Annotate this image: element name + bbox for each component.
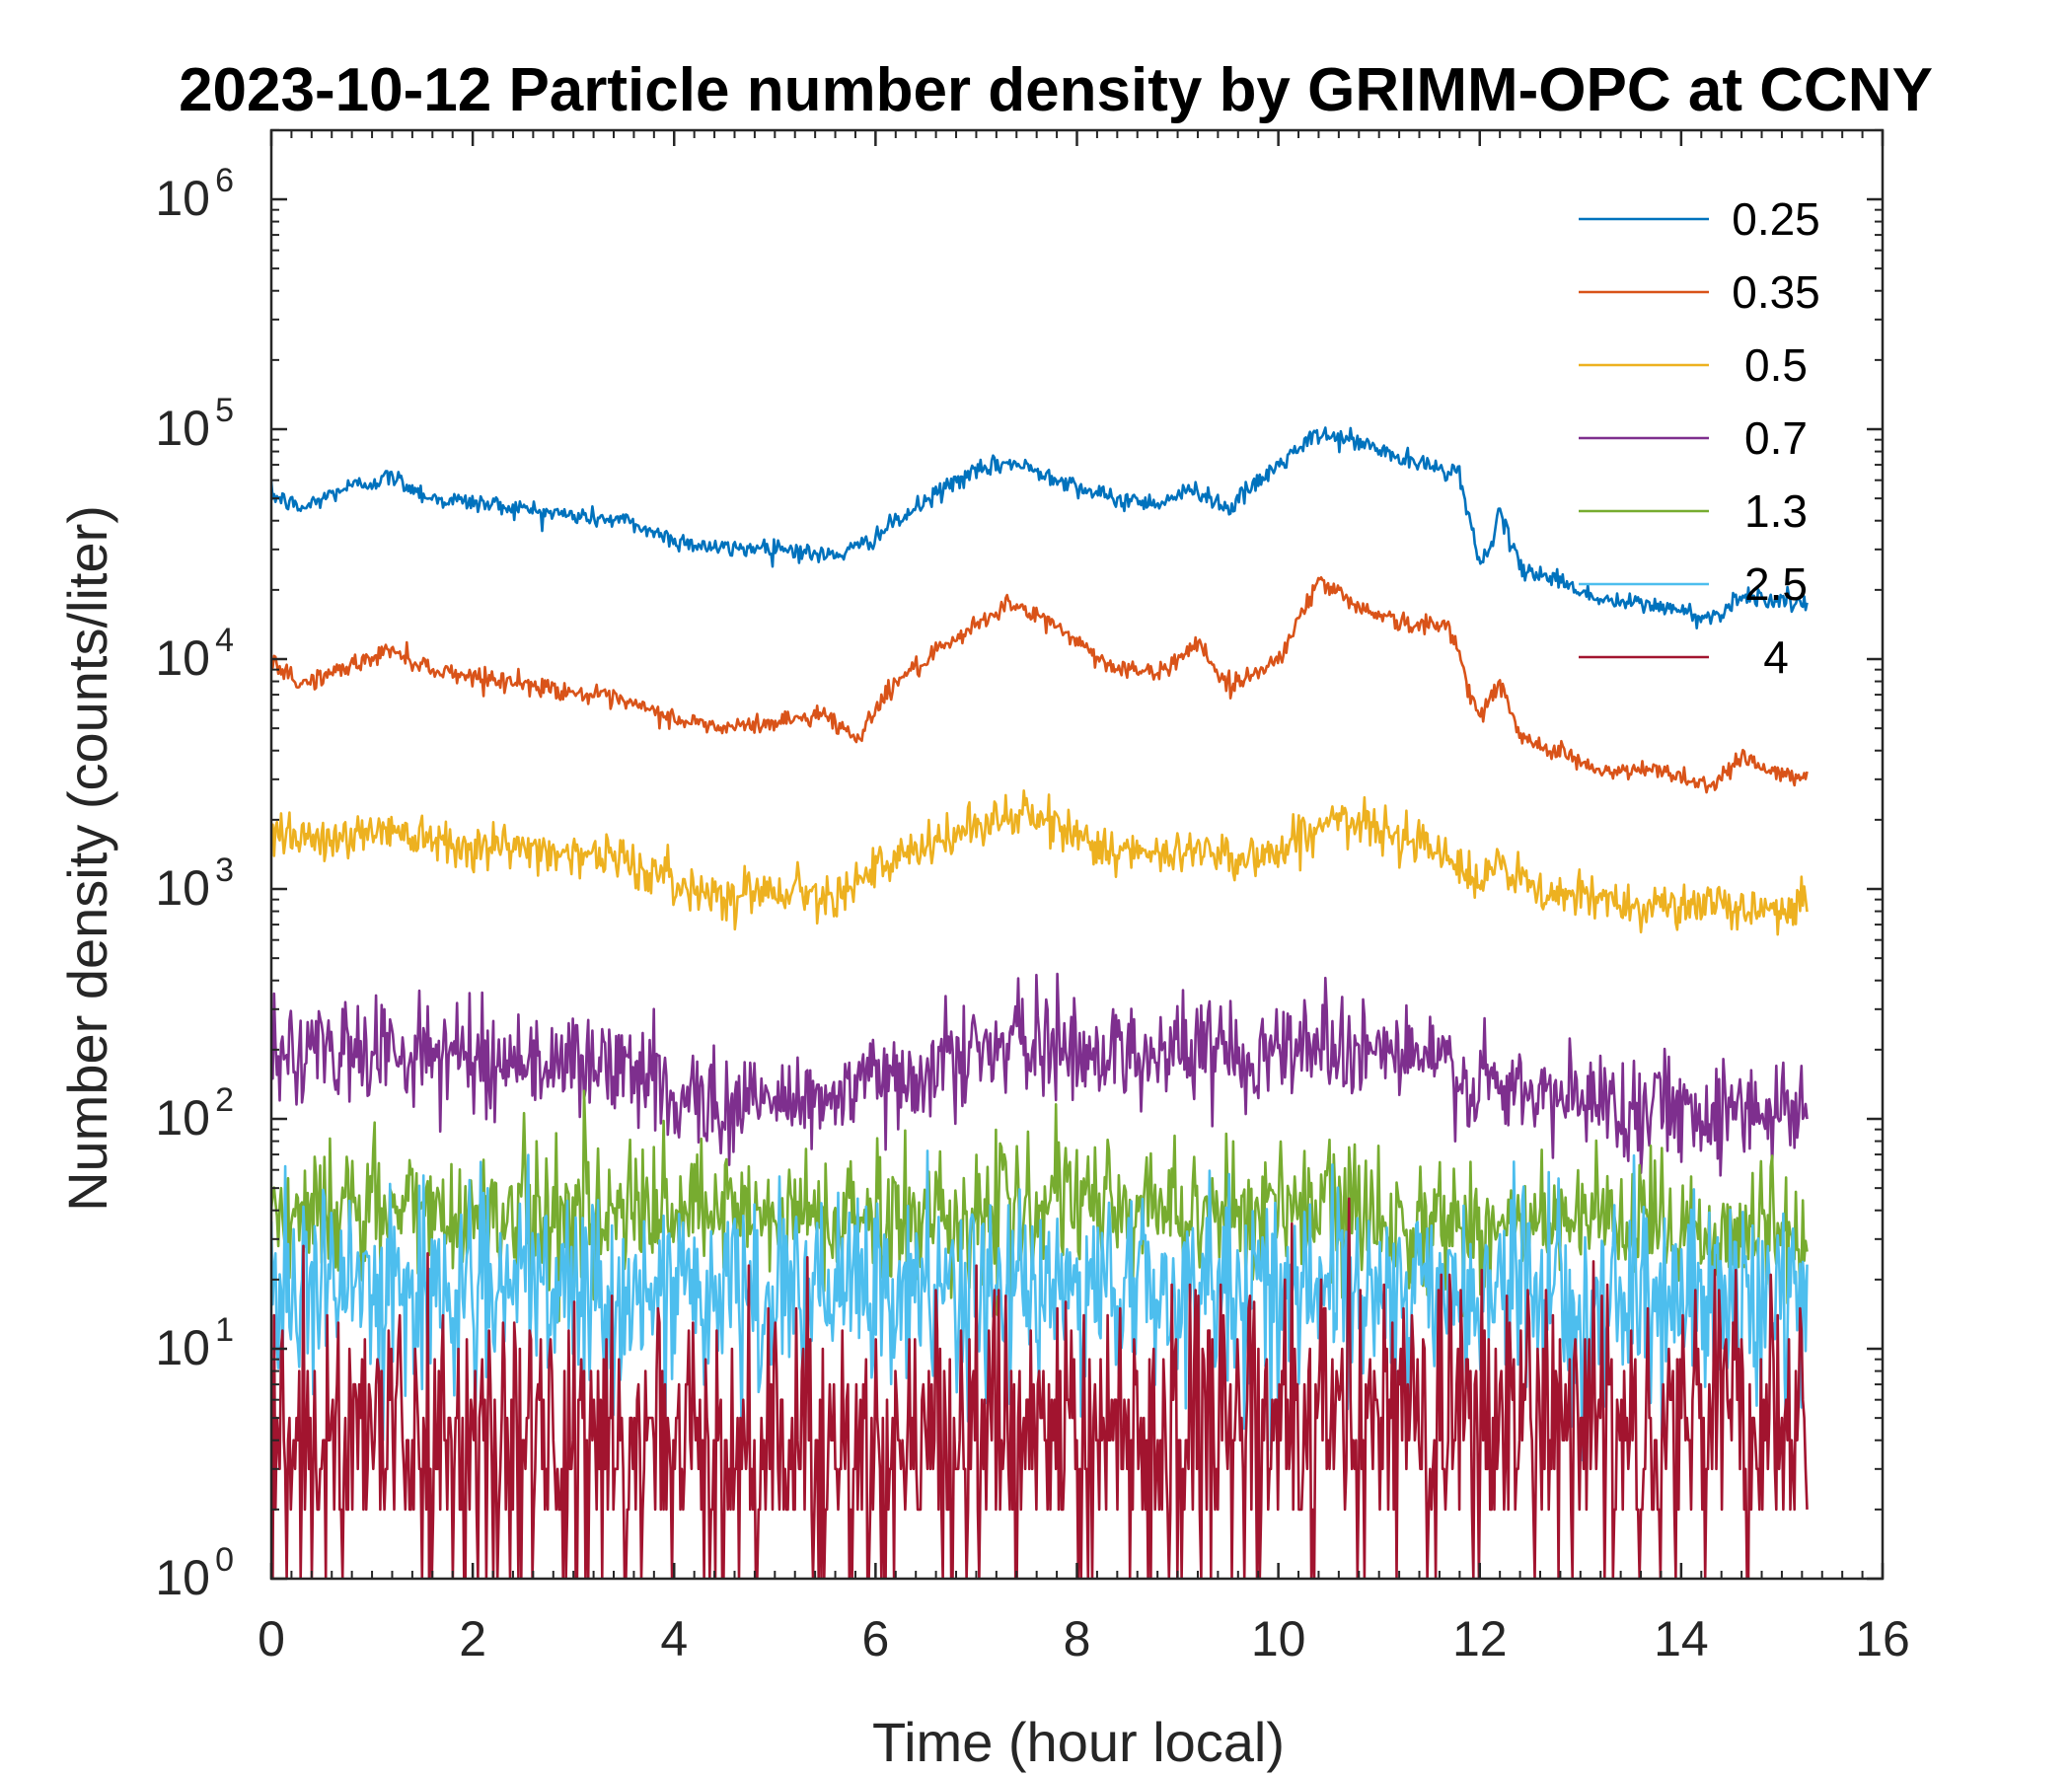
y-tick-label: 10 [155,1090,210,1146]
series-line-4 [271,1197,1809,1579]
y-tick-exponent: 0 [215,1541,234,1579]
series-line-0.25 [271,426,1809,629]
y-tick-exponent: 4 [215,622,234,659]
y-tick-exponent: 6 [215,162,234,199]
y-tick-exponent: 5 [215,392,234,429]
y-tick-exponent: 3 [215,851,234,889]
y-tick-exponent: 2 [215,1081,234,1119]
legend-label-0.5: 0.5 [1744,339,1808,391]
y-tick-exponent: 1 [215,1311,234,1349]
x-tick-label: 8 [1064,1611,1091,1666]
x-tick-label: 14 [1654,1611,1709,1666]
legend-label-1.3: 1.3 [1744,485,1808,537]
series-line-0.35 [271,575,1809,794]
legend-label-4: 4 [1763,631,1789,683]
x-tick-label: 2 [459,1611,486,1666]
x-tick-label: 6 [861,1611,889,1666]
x-tick-label: 0 [258,1611,285,1666]
x-tick-label: 10 [1251,1611,1306,1666]
legend: 0.25 0.35 0.5 0.7 1.3 2.5 4 [1579,193,1820,683]
y-tick-label: 10 [155,860,210,916]
legend-label-0.25: 0.25 [1732,193,1820,245]
series-line-0.5 [271,789,1809,936]
y-axis-label: Number density (counts/liter) [56,505,118,1212]
x-tick-label: 12 [1452,1611,1508,1666]
legend-label-2.5: 2.5 [1744,558,1808,610]
x-tick-label: 4 [660,1611,688,1666]
y-tick-label: 10 [155,630,210,686]
y-tick-label: 10 [155,1550,210,1605]
chart-title: 2023-10-12 Particle number density by GR… [179,56,1933,124]
legend-label-0.35: 0.35 [1732,266,1820,318]
y-tick-label: 10 [155,171,210,226]
x-axis-label: Time (hour local) [872,1711,1285,1773]
y-tick-label: 10 [155,401,210,456]
legend-label-0.7: 0.7 [1744,412,1808,464]
y-tick-label: 10 [155,1320,210,1375]
series-line-0.7 [271,972,1809,1177]
series-group [271,426,1809,1579]
x-tick-label: 16 [1855,1611,1910,1666]
